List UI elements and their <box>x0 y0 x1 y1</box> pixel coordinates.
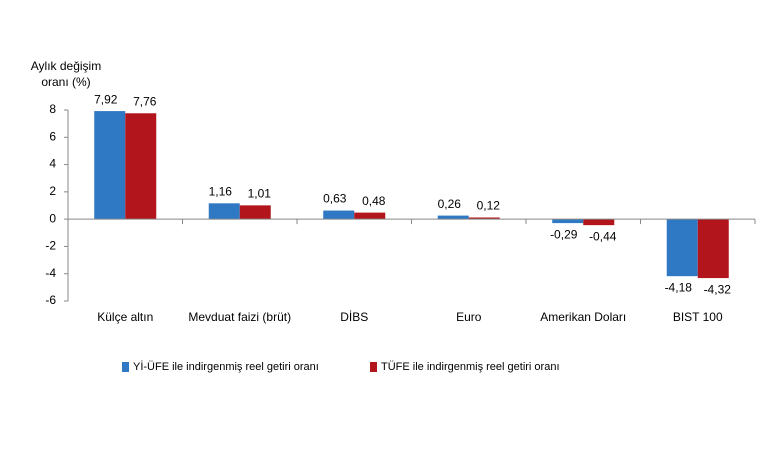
y-tick-label: 4 <box>49 157 56 171</box>
bar <box>125 113 157 220</box>
y-tick-label: 6 <box>49 129 56 143</box>
bar <box>354 212 386 220</box>
value-label: -0,44 <box>589 229 617 243</box>
value-label: 0,26 <box>438 197 462 211</box>
value-label: 1,01 <box>248 187 272 201</box>
y-axis-label: Aylık değişim <box>31 59 101 73</box>
y-tick-label: 2 <box>49 184 56 198</box>
x-tick-label: Mevduat faizi (brüt) <box>188 310 291 324</box>
y-tick-label: -2 <box>45 239 56 253</box>
bar <box>208 203 240 220</box>
x-tick-label: BIST 100 <box>673 310 723 324</box>
x-tick-label: DİBS <box>340 310 368 324</box>
bar <box>239 205 271 220</box>
value-label: 7,76 <box>133 94 157 108</box>
legend-swatch <box>122 362 129 372</box>
bar <box>552 219 584 224</box>
bar <box>697 219 729 279</box>
x-tick-label: Külçe altın <box>97 310 153 324</box>
value-label: -0,29 <box>550 227 578 241</box>
y-tick-label: 0 <box>49 211 56 225</box>
legend-swatch <box>370 362 377 372</box>
value-label: -4,32 <box>704 282 732 296</box>
value-label: 0,63 <box>323 192 347 206</box>
legend-label: Yİ-ÜFE ile indirgenmiş reel getiri oranı <box>133 360 319 373</box>
y-axis-label: oranı (%) <box>41 75 90 89</box>
x-tick-label: Euro <box>456 310 482 324</box>
bar <box>666 219 698 277</box>
value-label: 1,16 <box>209 184 233 198</box>
value-label: 0,48 <box>362 194 386 208</box>
bar <box>323 210 355 220</box>
value-label: 0,12 <box>477 199 501 213</box>
value-label: -4,18 <box>665 280 693 294</box>
bar <box>583 219 615 226</box>
legend-label: TÜFE ile indirgenmiş reel getiri oranı <box>381 361 560 373</box>
bar <box>468 217 500 220</box>
value-label: 7,92 <box>94 92 118 106</box>
bar <box>437 215 469 220</box>
x-tick-label: Amerikan Doları <box>540 310 626 324</box>
y-tick-label: -4 <box>45 266 56 280</box>
y-tick-label: 8 <box>49 102 56 116</box>
bar <box>94 111 126 220</box>
y-tick-label: -6 <box>45 293 56 307</box>
